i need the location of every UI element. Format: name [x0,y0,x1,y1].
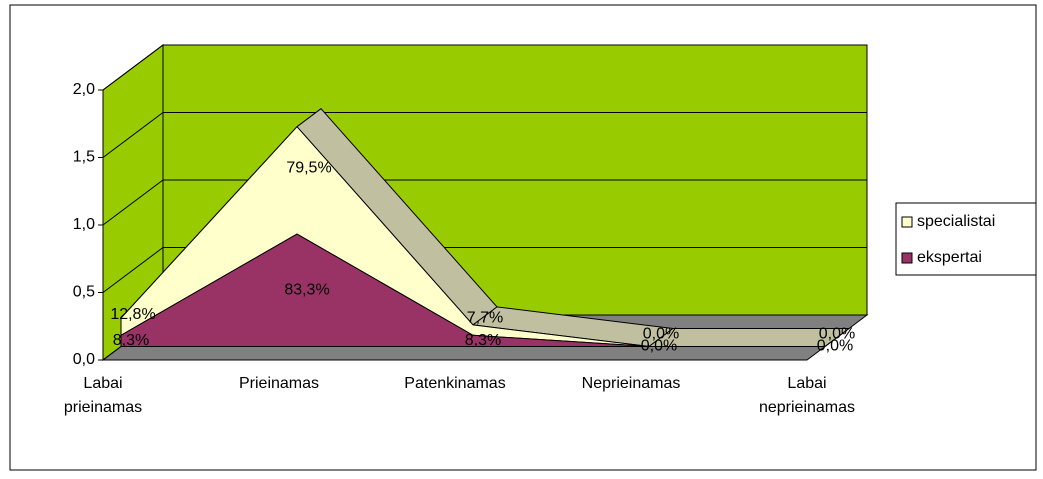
legend-swatch [901,216,913,228]
x-tick-label: Neprieinamas [581,375,681,392]
y-tick-label: 0,5 [73,284,95,301]
y-tick-label: 0,0 [73,351,95,368]
legend-swatch [901,252,913,264]
data-label: 8,3% [465,332,501,349]
legend-label: specialistai [917,213,995,230]
grid-line [102,179,867,226]
area [120,233,825,347]
y-tick-label: 1,0 [73,216,95,233]
data-label: 0,0% [643,326,679,343]
x-tick-label: Labai prieinamas [63,375,143,416]
x-tick-label: Prieinamas [238,375,320,392]
x-tick-label: Patenkinamas [404,375,506,392]
data-label: 0,0% [817,338,853,355]
y-tick-label: 2,0 [73,81,95,98]
area-end-face [824,328,850,347]
legend-label: ekspertai [917,249,982,266]
data-label: 83,3% [284,281,329,298]
data-label: 0,0% [641,338,677,355]
legend-box [895,202,1037,276]
grid-line [102,44,867,91]
data-label: 79,5% [286,160,331,177]
data-label: 8,3% [113,332,149,349]
x-tick-label: Labai neprieinamas [758,375,856,416]
data-label: 0,0% [819,326,855,343]
y-tick-label: 1,5 [73,149,95,166]
data-label: 7,7% [467,309,503,326]
grid-line [102,247,867,293]
grid-line [102,112,867,158]
data-label: 12,8% [110,306,155,323]
